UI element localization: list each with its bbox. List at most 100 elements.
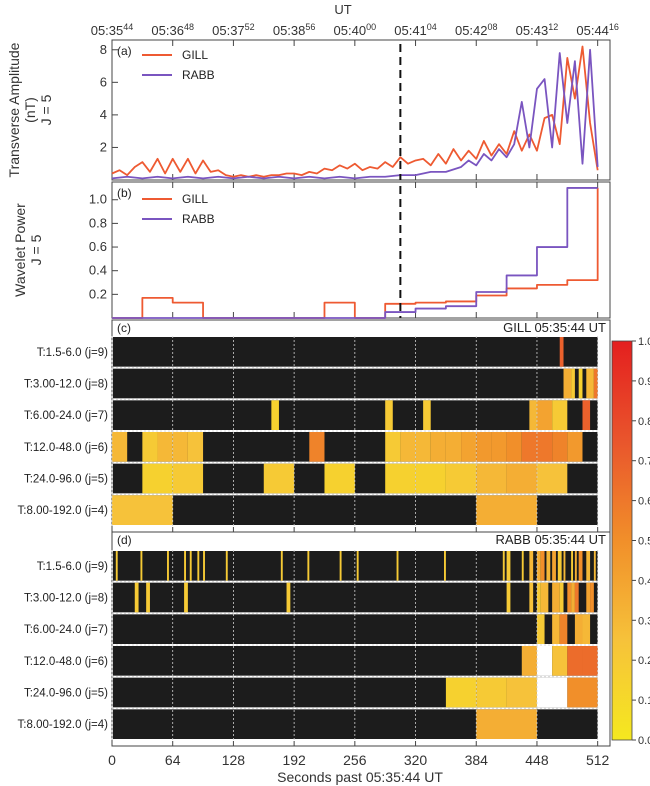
panel-a-amplitude-chart: 2 4 6 8 (a) GILL RABB Transverse Amplitude (nT) J… xyxy=(6,39,611,181)
heatmap-cell xyxy=(356,551,359,581)
heatmap-cell xyxy=(546,551,551,581)
heatmap-cell xyxy=(536,614,545,644)
heatmap-cell xyxy=(476,677,507,708)
panel-label: (b) xyxy=(117,186,132,200)
x-tick-label: 384 xyxy=(465,752,489,768)
heatmap-cell xyxy=(476,463,507,494)
panel-b-wavelet-power-chart: 0.2 0.4 0.6 0.8 1.0 (b) GILL RABB Wavelet Power J… xyxy=(12,181,611,319)
heatmap-cell xyxy=(571,582,575,613)
heatmap-cell xyxy=(142,463,173,494)
heatmap-cell xyxy=(444,551,446,581)
y-axis-label-line: J = 5 xyxy=(28,234,44,265)
heatmap-cell xyxy=(529,551,534,581)
heatmap-cell xyxy=(552,646,568,676)
heatmap-row xyxy=(113,551,598,581)
row-label: T:3.00-12.0 (j=8) xyxy=(24,379,108,391)
heatmap-cell xyxy=(307,551,310,581)
row-background xyxy=(113,646,598,676)
ut-tick-label: 05:4000 xyxy=(334,22,377,38)
y-axis-label-line: Wavelet Power xyxy=(12,203,28,297)
heatmap-cell xyxy=(567,646,583,676)
heatmap-cell xyxy=(536,677,568,708)
heatmap-cell xyxy=(445,463,477,494)
colorbar-gradient xyxy=(611,340,633,741)
heatmap-cell xyxy=(536,582,541,613)
heatmap-cell xyxy=(567,677,598,708)
heatmap-cell xyxy=(536,432,553,462)
heatmap-cell xyxy=(559,614,568,644)
heatmap-cell xyxy=(339,551,342,581)
colorbar-tick-label: 0.0 xyxy=(638,735,650,747)
ut-tick-label: 05:4104 xyxy=(394,22,437,38)
heatmap-cell xyxy=(280,551,283,581)
heatmap-cell xyxy=(571,551,574,581)
plot-frame xyxy=(111,181,611,319)
heatmap-row xyxy=(113,337,598,367)
heatmap-cell xyxy=(521,432,537,462)
heatmap-cell xyxy=(476,432,492,462)
heatmap-cell xyxy=(134,582,139,613)
heatmap-cell xyxy=(536,551,541,581)
heatmap-cell xyxy=(197,551,200,581)
heatmap-cell xyxy=(590,582,594,613)
colorbar-tick-label: 0.4 xyxy=(638,575,650,587)
row-background xyxy=(113,368,598,399)
row-background xyxy=(113,337,598,367)
heatmap-cell xyxy=(172,432,188,462)
series-line-rabb xyxy=(111,48,599,180)
row-background xyxy=(113,614,598,644)
legend-label-rabb: RABB xyxy=(182,212,215,226)
row-label: T:8.00-192.0 (j=4) xyxy=(18,719,109,731)
colorbar-tick-label: 0.8 xyxy=(638,416,650,428)
panel-label: (d) xyxy=(117,533,132,547)
heatmap-cell xyxy=(140,551,143,581)
heatmap-row xyxy=(113,646,598,676)
heatmap-cell xyxy=(203,551,205,581)
row-label: T:6.00-24.0 (j=7) xyxy=(24,410,108,422)
heatmap-cell xyxy=(563,368,572,399)
heatmap-cell xyxy=(521,551,524,581)
heatmap-row xyxy=(112,432,598,462)
legend-label-rabb: RABB xyxy=(182,68,215,82)
heatmap-cell xyxy=(586,368,594,399)
x-tick-labels: 0 64 128 192 256 320 384 448 512 xyxy=(108,752,609,768)
row-label: T:12.0-48.0 (j=6) xyxy=(24,442,108,454)
heatmap-cell xyxy=(445,677,477,708)
heatmap-cell xyxy=(502,551,505,581)
heatmap-cell xyxy=(552,614,560,644)
heatmap-cell xyxy=(557,551,562,581)
heatmap-cell xyxy=(574,614,583,644)
heatmap-cell xyxy=(567,582,572,613)
x-tick-label: 128 xyxy=(222,752,246,768)
x-tick-label: 256 xyxy=(343,752,367,768)
colorbar-tick-label: 0.7 xyxy=(638,456,650,468)
series-line-rabb xyxy=(112,187,598,319)
legend-label-gill: GILL xyxy=(182,48,208,62)
ut-tick-label: 05:3544 xyxy=(91,22,134,38)
heatmap-cell xyxy=(385,400,393,430)
heatmap-cell xyxy=(578,551,583,581)
heatmap-row xyxy=(113,368,598,399)
heatmap-cell xyxy=(574,551,577,581)
heatmap-cell xyxy=(461,432,477,462)
heatmap-cell xyxy=(540,551,545,581)
row-label: T:1.5-6.0 (j=9) xyxy=(37,347,108,359)
heatmap-row xyxy=(113,614,598,644)
heatmap-cell xyxy=(396,551,399,581)
heatmap-cell xyxy=(552,400,568,430)
x-tick-label: 64 xyxy=(165,752,181,768)
heatmap-cell xyxy=(506,432,522,462)
heatmap-cell xyxy=(571,368,575,399)
heatmap-cell xyxy=(578,368,583,399)
heatmap-cell xyxy=(385,432,401,462)
heatmap-cell xyxy=(286,582,291,613)
row-label: T:24.0-96.0 (j=5) xyxy=(24,688,108,700)
colorbar-tick-label: 0.5 xyxy=(638,536,650,548)
y-axis-label-line: J = 5 xyxy=(38,94,54,125)
legend-label-gill: GILL xyxy=(182,192,208,206)
heatmap-cell xyxy=(225,551,228,581)
heatmap-cell xyxy=(146,582,150,613)
ut-tick-label: 05:4312 xyxy=(516,22,559,38)
ut-axis-title: UT xyxy=(334,2,351,17)
x-tick-label: 320 xyxy=(404,752,428,768)
